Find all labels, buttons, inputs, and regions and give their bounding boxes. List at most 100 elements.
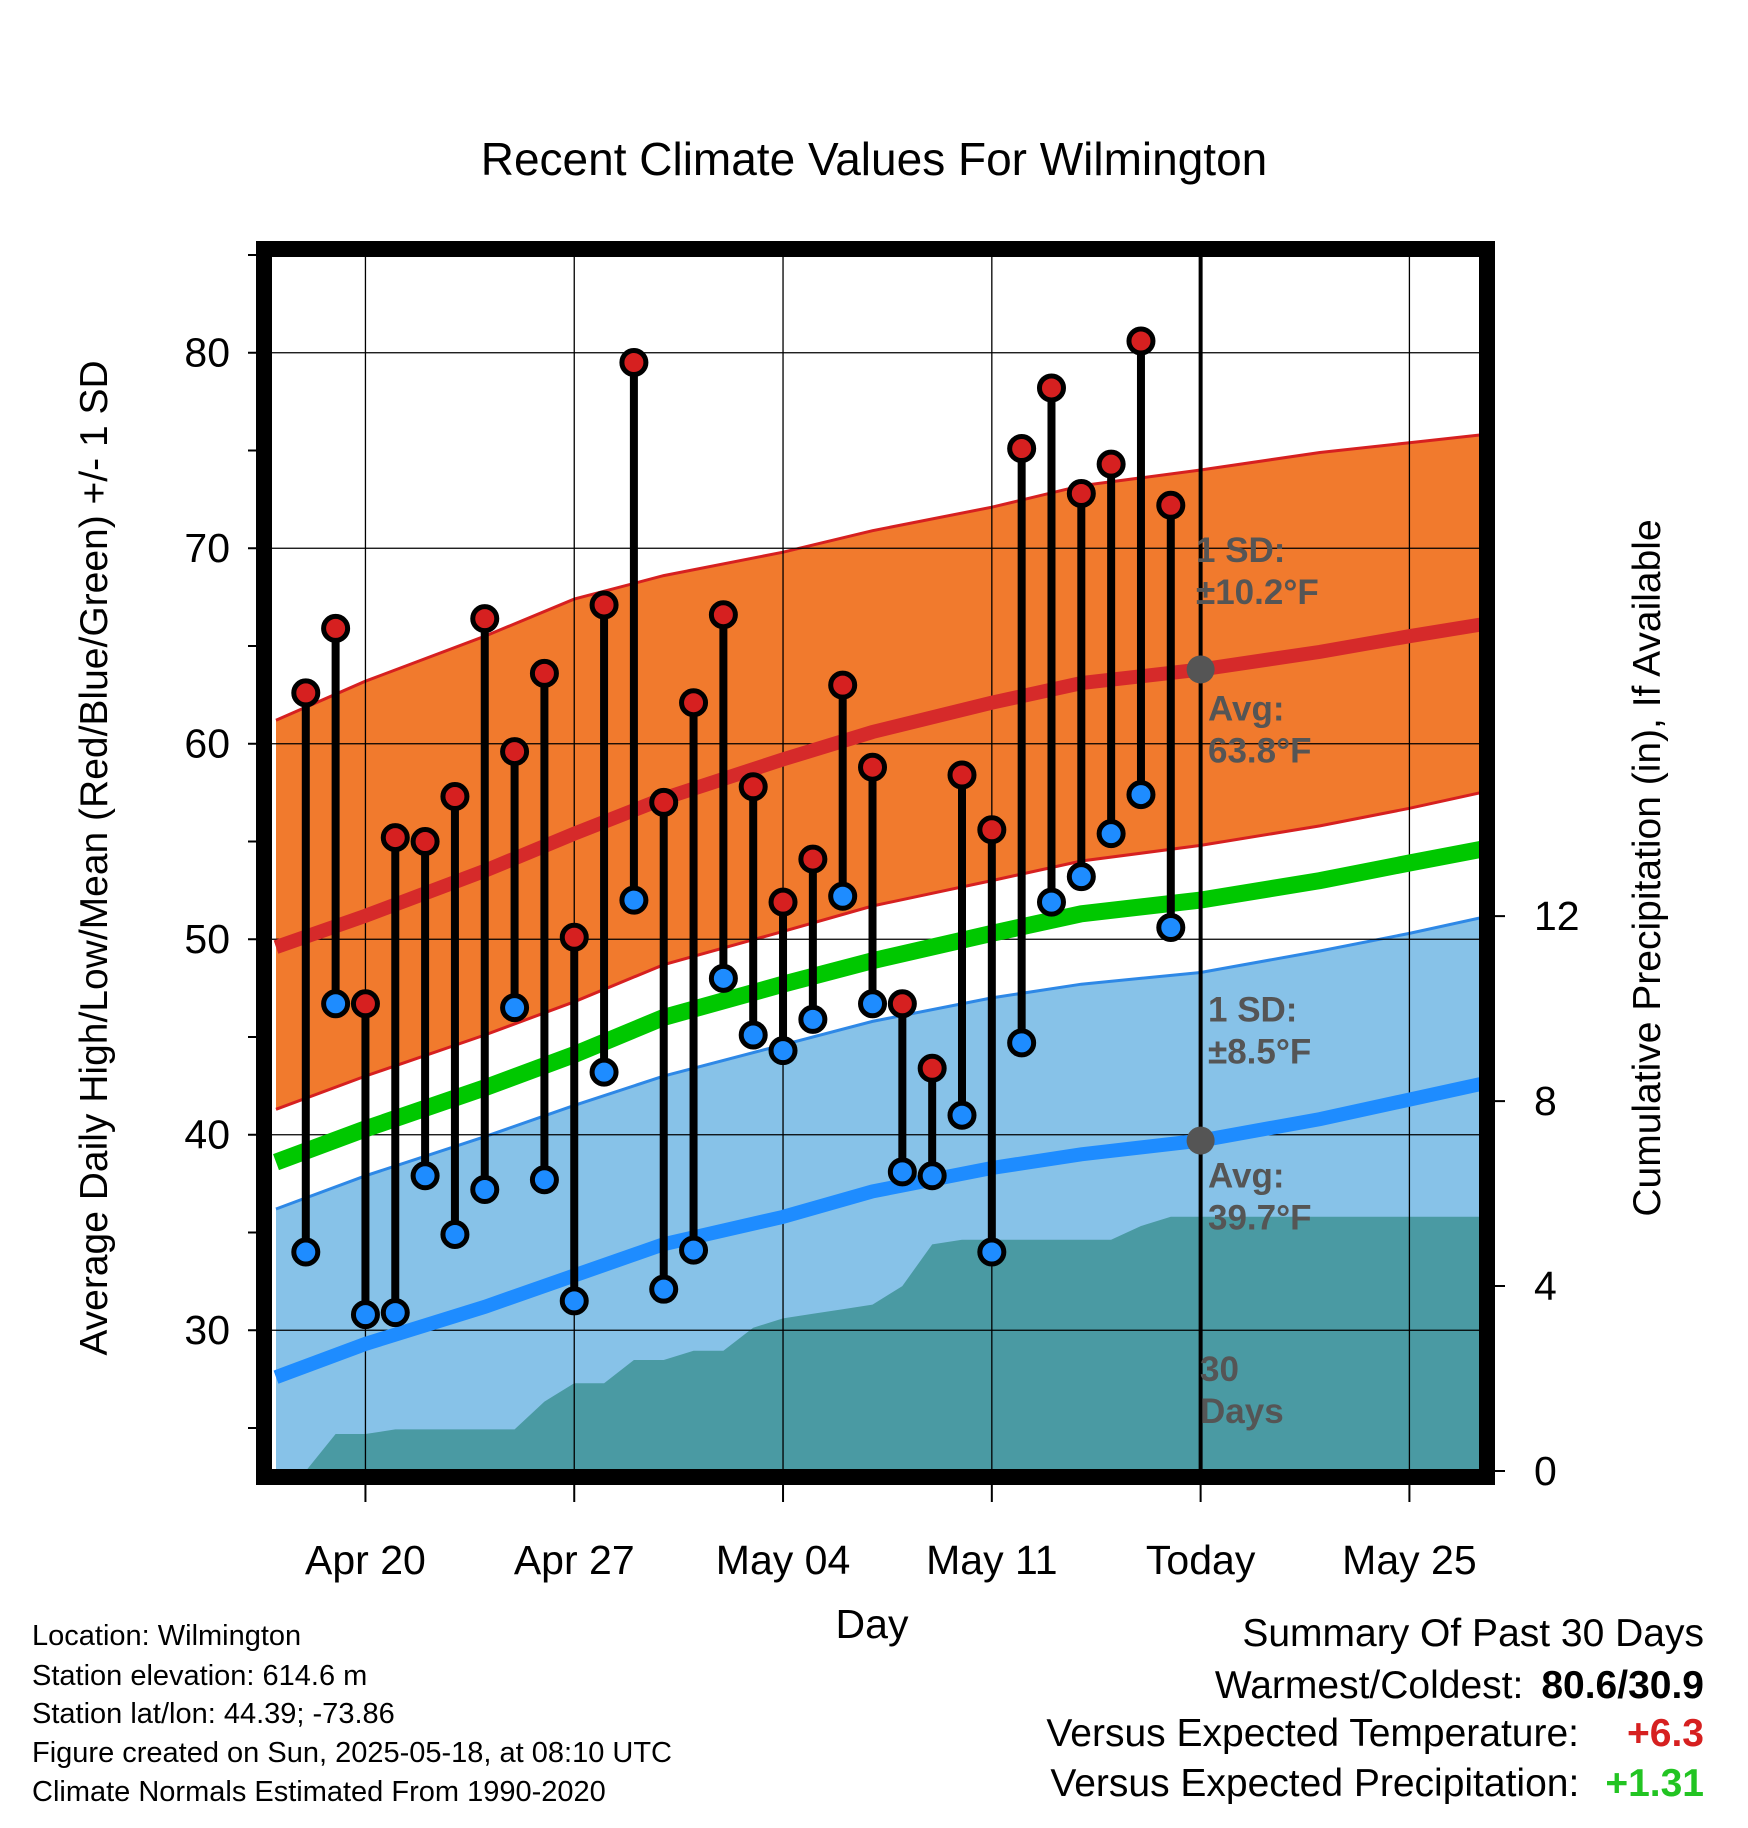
bottom-axis-tick-label: May 11: [926, 1537, 1057, 1583]
daily-high-point: [917, 1053, 947, 1083]
plot-frame: [256, 241, 1495, 1485]
daily-low-point: [917, 1161, 947, 1191]
daily-low-point: [679, 1235, 709, 1265]
left-axis-tick-label: 80: [184, 330, 230, 376]
daily-low-point: [500, 993, 530, 1023]
daily-high-point: [887, 989, 917, 1019]
daily-low-point: [1066, 862, 1096, 892]
summary-warmest-coldest-label: Warmest/Coldest:: [1214, 1664, 1524, 1707]
daily-low-point: [977, 1237, 1007, 1267]
daily-low-point: [380, 1298, 410, 1328]
daily-high-point: [649, 787, 679, 817]
summary-warmest-coldest-value: 80.6/30.9: [1541, 1664, 1704, 1707]
summary-precip-label: Versus Expected Precipitation:: [1050, 1762, 1580, 1805]
daily-high-point: [291, 678, 321, 708]
daily-low-point: [828, 881, 858, 911]
daily-low-point: [738, 1020, 768, 1050]
footer-normals: Climate Normals Estimated From 1990-2020: [32, 1776, 606, 1808]
daily-low-point: [1096, 819, 1126, 849]
daily-high-point: [559, 922, 589, 952]
summary-temperature: Versus Expected Temperature: +6.3: [1046, 1712, 1704, 1756]
daily-high-point: [977, 815, 1007, 845]
left-axis-label: Average Daily High/Low/Mean (Red/Blue/Gr…: [73, 360, 116, 1355]
low-avg-annotation: Avg:: [1208, 1157, 1284, 1196]
daily-high-point: [1066, 479, 1096, 509]
daily-high-point: [947, 760, 977, 790]
daily-high-point: [828, 670, 858, 700]
daily-low-point: [1156, 913, 1186, 943]
daily-high-point: [321, 613, 351, 643]
daily-low-point: [947, 1100, 977, 1130]
bottom-axis-tick-label: Apr 20: [305, 1537, 426, 1583]
daily-low-point: [350, 1300, 380, 1330]
daily-low-point: [410, 1161, 440, 1191]
left-axis-tick-label: 40: [184, 1112, 230, 1158]
precipitation-area: [293, 1216, 1481, 1471]
bottom-axis-tick-label: Apr 27: [514, 1537, 635, 1583]
right-axis-tick-label: 8: [1534, 1078, 1557, 1124]
daily-low-point: [470, 1174, 500, 1204]
daily-high-point: [708, 600, 738, 630]
right-axis-label: Cumulative Precipitation (in), If Availa…: [1626, 519, 1669, 1216]
daily-high-point: [350, 989, 380, 1019]
days-annotation: 30: [1200, 1350, 1239, 1389]
daily-low-point: [708, 963, 738, 993]
bottom-axis-tick-label: May 25: [1342, 1537, 1476, 1583]
daily-high-point: [1126, 326, 1156, 356]
right-axis-tick-label: 4: [1534, 1263, 1557, 1309]
daily-low-point: [619, 885, 649, 915]
daily-high-point: [858, 752, 888, 782]
footer-latlon: Station lat/lon: 44.39; -73.86: [32, 1698, 395, 1730]
daily-high-point: [1007, 434, 1037, 464]
today-high-avg-marker: [1186, 655, 1215, 684]
high-avg-annotation: 63.8°F: [1208, 731, 1312, 770]
footer-elevation: Station elevation: 614.6 m: [32, 1660, 368, 1692]
summary-precipitation: Versus Expected Precipitation: +1.31: [1050, 1762, 1704, 1806]
x-axis-label: Day: [836, 1601, 909, 1647]
low-sd-annotation: 1 SD:: [1208, 990, 1297, 1029]
summary-precip-value: +1.31: [1605, 1762, 1704, 1805]
days-annotation: Days: [1200, 1392, 1284, 1431]
daily-low-point: [291, 1237, 321, 1267]
low-sd-annotation: ±8.5°F: [1208, 1032, 1311, 1071]
footer-created: Figure created on Sun, 2025-05-18, at 08…: [32, 1737, 672, 1769]
high-avg-annotation: Avg:: [1208, 689, 1284, 728]
summary-warmest-coldest: Warmest/Coldest: 80.6/30.9: [1215, 1664, 1704, 1708]
daily-low-point: [858, 989, 888, 1019]
daily-low-point: [440, 1219, 470, 1249]
daily-low-point: [887, 1157, 917, 1187]
daily-high-point: [738, 772, 768, 802]
daily-low-point: [1007, 1028, 1037, 1058]
high-sd-annotation: 1 SD:: [1196, 531, 1285, 570]
right-axis-tick-label: 12: [1534, 893, 1580, 939]
low-avg-annotation: 39.7°F: [1208, 1199, 1312, 1238]
high-sd-annotation: ±10.2°F: [1196, 573, 1319, 612]
daily-low-point: [649, 1274, 679, 1304]
left-axis-tick-label: 70: [184, 525, 230, 571]
daily-high-point: [440, 782, 470, 812]
daily-high-point: [1036, 373, 1066, 403]
summary-temp-value: +6.3: [1627, 1712, 1704, 1755]
daily-low-point: [529, 1165, 559, 1195]
today-low-avg-marker: [1186, 1126, 1215, 1155]
daily-high-point: [1096, 449, 1126, 479]
right-axis-tick-label: 0: [1534, 1448, 1557, 1494]
left-axis-tick-label: 30: [184, 1307, 230, 1353]
chart-title: Recent Climate Values For Wilmington: [480, 133, 1268, 185]
daily-low-point: [798, 1004, 828, 1034]
daily-high-point: [380, 823, 410, 853]
daily-low-point: [559, 1286, 589, 1316]
daily-low-point: [321, 989, 351, 1019]
daily-high-point: [619, 348, 649, 378]
daily-high-point: [798, 844, 828, 874]
left-axis-tick-label: 60: [184, 721, 230, 767]
normal-low-line: [273, 1077, 1481, 1384]
bottom-axis-tick-label: May 04: [716, 1537, 850, 1583]
daily-high-point: [679, 688, 709, 718]
daily-high-point: [500, 737, 530, 767]
left-axis-tick-label: 50: [184, 916, 230, 962]
daily-high-point: [529, 658, 559, 688]
bottom-axis-tick-label: Today: [1146, 1537, 1256, 1583]
